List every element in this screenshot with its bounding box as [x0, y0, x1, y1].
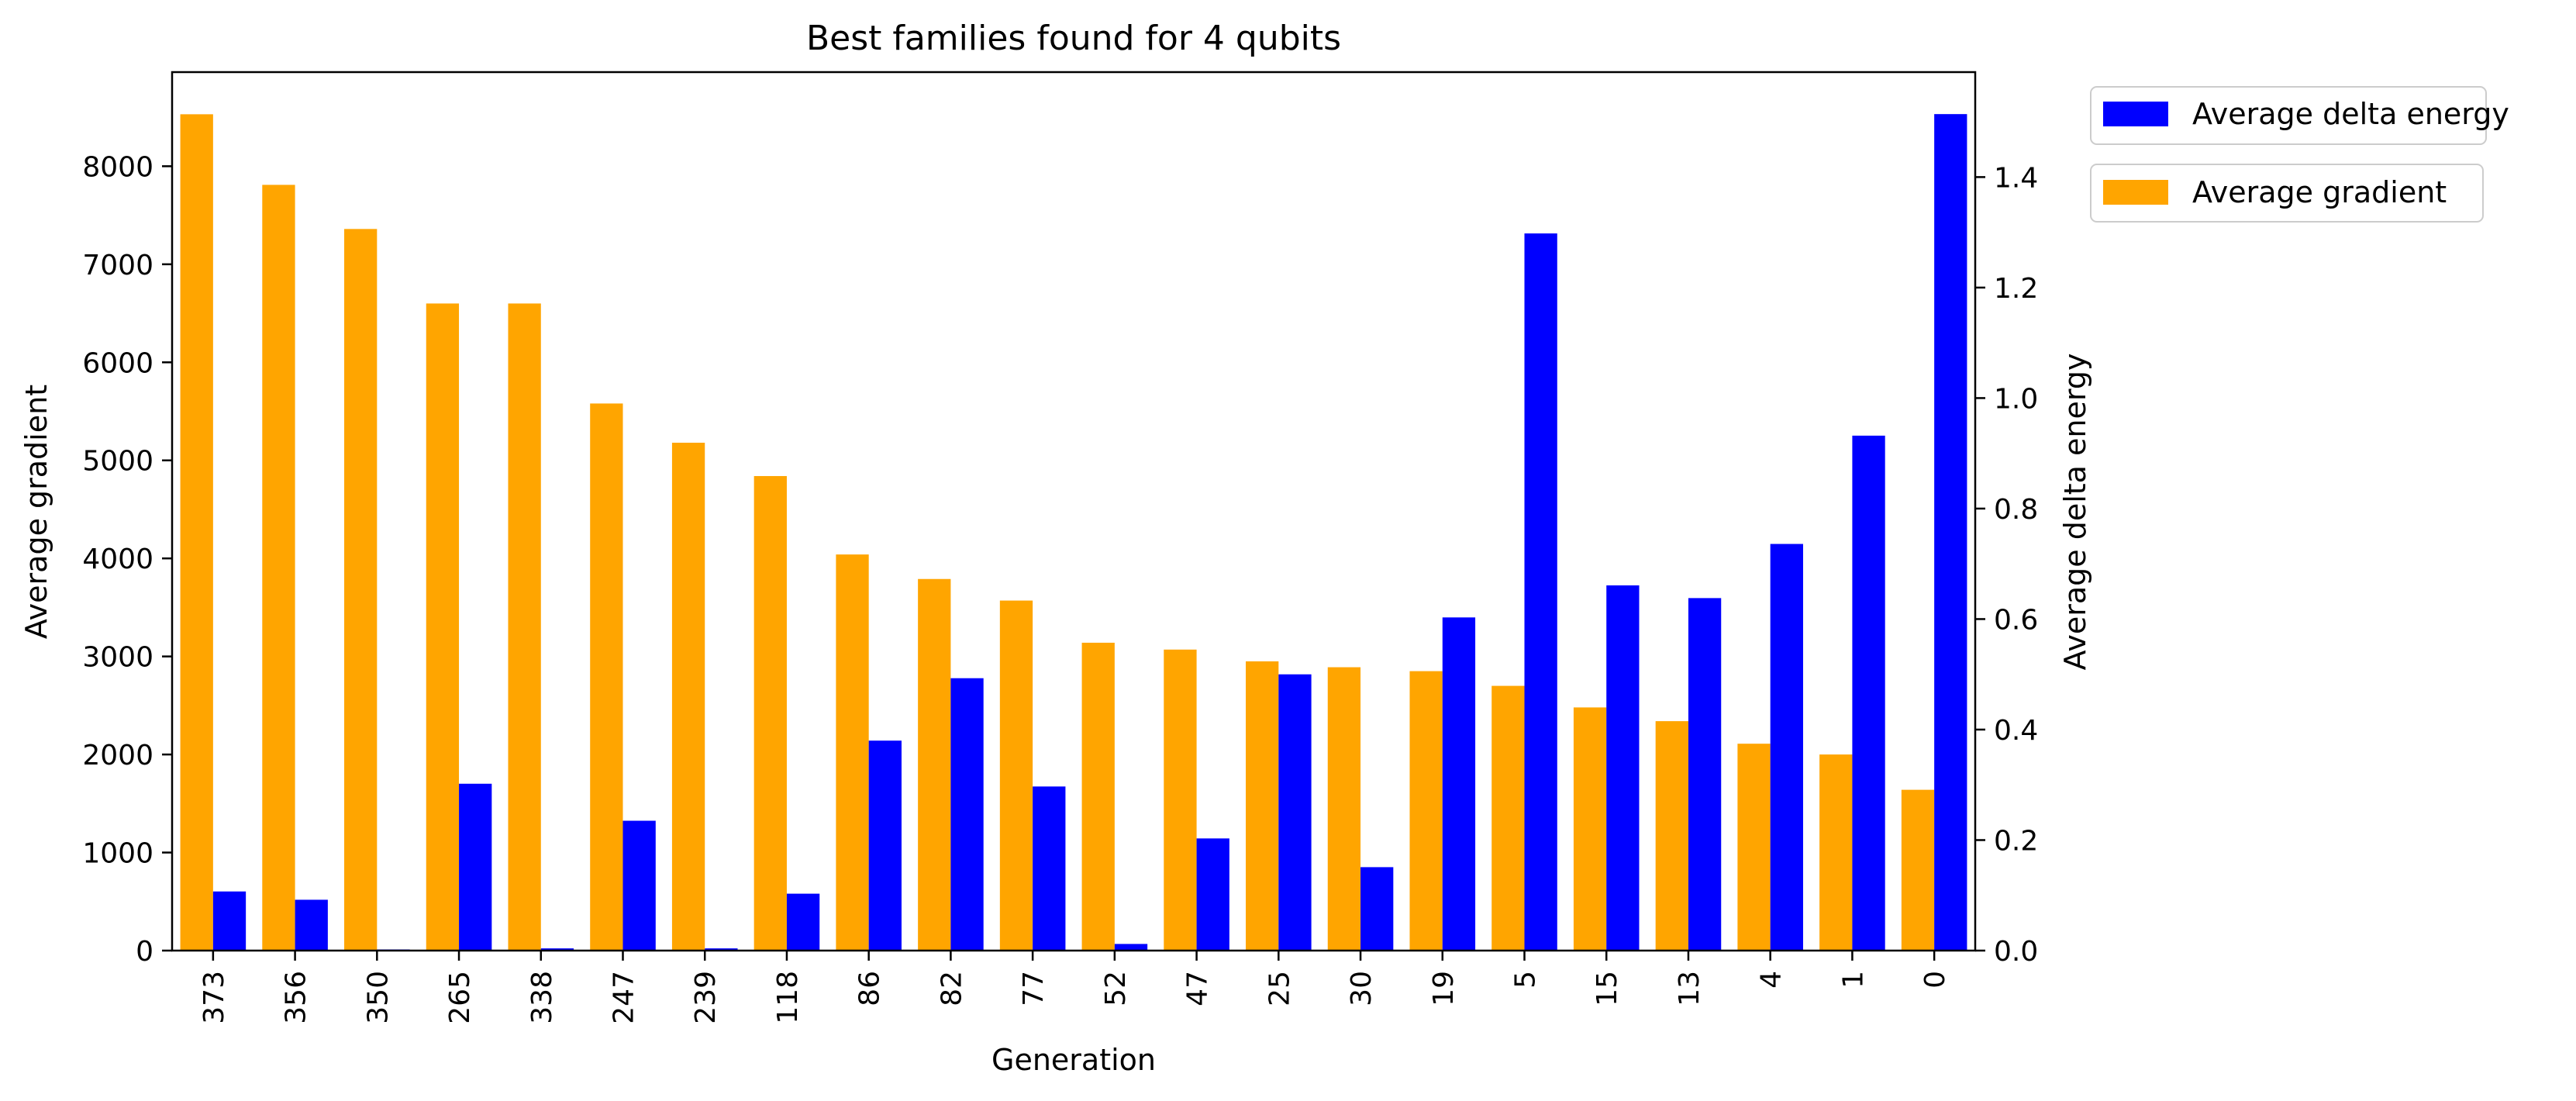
y2-tick-label: 1.2 — [1994, 273, 2038, 305]
bar-average-gradient-356 — [262, 185, 295, 951]
bar-average-gradient-15 — [1573, 707, 1607, 951]
bar-average-gradient-13 — [1655, 721, 1688, 951]
legend-swatch-gradient — [2103, 180, 2168, 205]
right-axis: 0.0 0.2 0.4 0.6 0.8 1.0 1.2 1.4 — [1975, 162, 2038, 968]
left-axis: 0 1000 2000 3000 4000 5000 6000 7000 8000 — [82, 151, 172, 968]
y-tick-label: 8000 — [82, 151, 153, 183]
x-tick-label: 0 — [1919, 971, 1951, 989]
x-tick-label: 247 — [609, 971, 640, 1024]
bar-average-delta-energy-356 — [295, 899, 328, 951]
x-tick-label: 4 — [1756, 971, 1788, 989]
bar-average-gradient-1 — [1819, 754, 1853, 951]
bar-average-gradient-0 — [1901, 789, 1935, 951]
y2-tick-label: 0.8 — [1994, 494, 2038, 526]
bar-average-gradient-265 — [426, 303, 460, 951]
y-tick-label: 4000 — [82, 544, 153, 575]
y-tick-label: 0 — [136, 936, 153, 968]
bar-average-delta-energy-338 — [540, 948, 574, 951]
bar-average-delta-energy-15 — [1606, 585, 1640, 951]
x-axis: 373 356 350 265 338 247 239 118 86 82 77 52 47 25 30 19… — [198, 951, 1951, 1024]
legend-box-gradient — [2090, 164, 2484, 223]
bar-average-delta-energy-247 — [622, 820, 656, 951]
bar-average-gradient-4 — [1737, 744, 1771, 951]
bar-average-gradient-82 — [918, 578, 951, 951]
bars-group — [180, 114, 1967, 951]
bar-average-delta-energy-265 — [459, 783, 492, 951]
legend-label-delta-energy: Average delta energy — [2192, 97, 2509, 131]
y-tick-label: 7000 — [82, 250, 153, 281]
bar-average-gradient-239 — [671, 442, 705, 951]
bar-average-delta-energy-82 — [950, 678, 984, 951]
y-tick-label: 2000 — [82, 740, 153, 771]
legend-label-gradient: Average gradient — [2192, 175, 2447, 209]
legend-swatch-delta-energy — [2103, 102, 2168, 126]
x-tick-label: 350 — [362, 971, 394, 1024]
x-tick-label: 13 — [1674, 971, 1705, 1006]
bar-average-delta-energy-19 — [1442, 617, 1476, 951]
legend: Average delta energy Average gradient — [2090, 86, 2509, 223]
bar-average-delta-energy-5 — [1524, 233, 1557, 951]
y2-tick-label: 0.6 — [1994, 604, 2038, 636]
bar-average-gradient-350 — [344, 229, 378, 951]
y-tick-label: 1000 — [82, 838, 153, 870]
bar-average-gradient-86 — [836, 554, 869, 951]
bar-average-delta-energy-1 — [1852, 435, 1885, 951]
y2-tick-label: 0.0 — [1994, 936, 2038, 968]
bar-average-delta-energy-373 — [212, 891, 247, 951]
x-tick-label: 118 — [772, 971, 804, 1024]
x-tick-label: 5 — [1510, 971, 1542, 989]
y2-tick-label: 1.4 — [1994, 162, 2038, 194]
bar-average-gradient-19 — [1409, 671, 1443, 951]
x-tick-label: 15 — [1591, 971, 1623, 1006]
bar-average-delta-energy-52 — [1114, 944, 1148, 951]
y2-axis-label: Average delta energy — [2058, 354, 2092, 671]
bar-average-gradient-52 — [1081, 642, 1115, 951]
bar-average-gradient-338 — [508, 303, 541, 951]
y-tick-label: 6000 — [82, 347, 153, 379]
x-tick-label: 19 — [1428, 971, 1460, 1006]
bar-average-gradient-77 — [999, 600, 1033, 951]
y-tick-label: 3000 — [82, 642, 153, 674]
bar-average-delta-energy-0 — [1934, 114, 1967, 951]
bar-average-gradient-47 — [1164, 649, 1197, 951]
bar-average-delta-energy-77 — [1033, 786, 1066, 951]
x-tick-label: 265 — [444, 971, 476, 1024]
x-tick-label: 47 — [1182, 971, 1214, 1006]
bar-average-delta-energy-13 — [1688, 598, 1722, 951]
legend-box-delta-energy — [2090, 86, 2487, 145]
chart-title: Best families found for 4 qubits — [806, 19, 1341, 58]
y2-tick-label: 0.4 — [1994, 715, 2038, 747]
x-tick-label: 1 — [1837, 971, 1869, 989]
x-tick-label: 30 — [1346, 971, 1378, 1006]
bar-average-delta-energy-118 — [786, 893, 820, 951]
x-tick-label: 82 — [936, 971, 967, 1006]
bar-average-delta-energy-47 — [1196, 838, 1229, 951]
bar-average-gradient-25 — [1246, 661, 1279, 951]
bar-average-delta-energy-4 — [1770, 544, 1803, 951]
bar-average-gradient-247 — [590, 403, 623, 951]
bar-average-delta-energy-239 — [705, 948, 738, 951]
x-tick-label: 25 — [1264, 971, 1295, 1006]
bar-average-delta-energy-30 — [1360, 867, 1394, 951]
y-axis-label: Average gradient — [19, 385, 53, 639]
bar-average-gradient-5 — [1491, 685, 1525, 951]
bar-average-delta-energy-86 — [868, 740, 902, 951]
y2-tick-label: 0.2 — [1994, 825, 2038, 857]
bar-average-gradient-118 — [753, 475, 787, 951]
x-tick-label: 52 — [1100, 971, 1132, 1006]
bar-average-gradient-373 — [180, 114, 213, 951]
x-tick-label: 239 — [690, 971, 722, 1024]
bar-average-gradient-30 — [1327, 667, 1361, 951]
x-tick-label: 338 — [526, 971, 558, 1024]
x-axis-label: Generation — [991, 1043, 1156, 1077]
y-tick-label: 5000 — [82, 446, 153, 478]
x-tick-label: 77 — [1018, 971, 1050, 1006]
x-tick-label: 356 — [281, 971, 312, 1024]
plot-frame — [171, 71, 1977, 952]
x-tick-label: 86 — [854, 971, 886, 1006]
x-tick-label: 373 — [198, 971, 230, 1024]
bar-average-delta-energy-25 — [1278, 674, 1312, 951]
y2-tick-label: 1.0 — [1994, 383, 2038, 415]
